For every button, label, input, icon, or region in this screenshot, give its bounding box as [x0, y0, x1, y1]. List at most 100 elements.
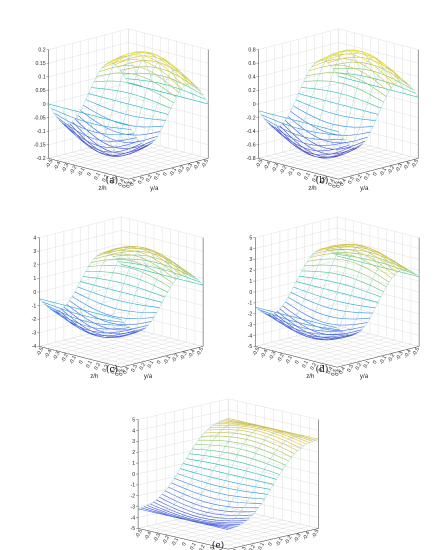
gridline-floor-z-8	[104, 342, 187, 364]
mesh-cross-8	[198, 431, 289, 524]
z-tick-label-1: 0.4	[216, 548, 225, 550]
mesh-cross-0	[258, 59, 339, 128]
gridline-floor-z-7	[312, 339, 395, 362]
gridline-floor-z-7	[96, 339, 179, 362]
gridline-floor-y-7	[63, 339, 146, 362]
mesh-cross-10	[107, 262, 190, 336]
mesh-cross-0	[48, 62, 129, 125]
w-tick-label-8: -0.2	[37, 156, 46, 162]
gridline-floor-z-5	[88, 147, 169, 169]
y-tick-label-7: 0.2	[355, 174, 364, 183]
y-tick-label-2: -0.3	[395, 163, 405, 174]
gridline-floor-z-6	[96, 149, 177, 172]
surface-flap	[294, 282, 377, 304]
gridline-floor-z-8	[322, 154, 403, 176]
w-tick-label-9: -4	[248, 333, 253, 339]
z-tick-label-0: 0.5	[335, 180, 344, 189]
mesh-cross-12	[338, 80, 419, 149]
surface-flap	[86, 94, 167, 116]
y-tick-label-2: -0.3	[395, 351, 405, 362]
y-tick-label-6: 0.1	[147, 360, 156, 369]
w-tick-label-4: 0	[253, 102, 256, 108]
mesh-cross-6	[298, 50, 379, 158]
gridline-floor-y-6	[174, 519, 265, 542]
gridline-floor-z-8	[112, 154, 193, 176]
z-tick-label-7: -0.2	[276, 353, 286, 364]
w-tick-label-1: 4	[249, 246, 252, 252]
panel-caption: (c)	[106, 364, 118, 375]
y-tick-label-9: 0.4	[338, 366, 347, 375]
z-tick-label-0: 0.5	[334, 368, 343, 377]
mesh-cross-4	[168, 424, 259, 517]
y-tick-label-2: -0.3	[293, 533, 303, 544]
gridline-floor-z-8	[210, 524, 301, 546]
y-tick-label-5: 0	[372, 172, 379, 177]
floor-axis-line	[48, 158, 209, 180]
gridline-floor-y-6	[72, 337, 155, 360]
z-tick-label-9: -0.4	[263, 161, 273, 172]
z-tick-label-8: -0.3	[271, 163, 281, 174]
y-tick-label-8: 0.3	[346, 364, 355, 373]
floor-axis-line	[258, 158, 419, 180]
w-tick-label-0: 4	[33, 235, 36, 241]
y-tick-label-2: -0.3	[179, 351, 189, 362]
y-tick-label-5: 0	[372, 360, 379, 365]
gridline-floor-y-8	[64, 154, 145, 176]
y-tick-label-9: 0.4	[230, 548, 239, 550]
z-tick-label-1: 0.4	[327, 178, 336, 187]
w-tick-label-7: -2	[248, 312, 253, 318]
y-tick-label-1: -0.4	[403, 349, 413, 360]
w-tick-label-0: 5	[132, 417, 135, 423]
surface-plot-b: 0.80.60.40.20-0.2-0.4-0.6-0.8 -0.5-0.4-0.…	[247, 28, 420, 192]
y-axis-label: y/a	[360, 373, 369, 380]
z-tick-label-10: -0.5	[45, 158, 55, 169]
w-tick-label-4: 1	[249, 279, 252, 285]
mesh-line-5	[324, 52, 406, 83]
mesh-cross-2	[153, 421, 244, 513]
z-tick-label-5: 0	[78, 360, 85, 365]
y-tick-label-7: 0.2	[248, 544, 257, 550]
gridline-floor-z-9	[112, 344, 195, 366]
mesh-cross-12	[228, 438, 319, 530]
gridline-floor-y-7	[72, 151, 153, 174]
y-tick-label-3: -0.2	[284, 535, 294, 546]
mesh-cross-2	[268, 245, 352, 325]
z-tick-label-2: 0.3	[109, 176, 118, 185]
z-tick-label-8: -0.3	[268, 351, 278, 362]
gridline-floor-y-7	[165, 521, 256, 544]
floor-axis-line	[39, 346, 204, 368]
z-tick-label-6: -0.1	[287, 167, 297, 178]
mesh-line-16	[77, 286, 160, 308]
w-tick-label-5: -1	[32, 303, 37, 309]
z-tick-label-10: -0.5	[134, 528, 144, 539]
z-tick-label-9: -0.4	[260, 349, 270, 360]
y-tick-label-6: 0.1	[363, 360, 372, 369]
z-tick-label-7: -0.2	[162, 535, 172, 546]
w-tick-label-9: -4	[130, 515, 135, 521]
z-tick-label-7: -0.2	[279, 165, 289, 176]
gridline-floor-y-6	[80, 149, 161, 172]
y-tick-label-10: 0.5	[121, 180, 130, 189]
surface-mesh	[39, 245, 204, 339]
w-tick-label-0: 5	[249, 235, 252, 241]
w-tick-label-3: 2	[249, 268, 252, 274]
w-tick-label-0: 0.8	[248, 47, 255, 53]
surface-mesh	[138, 418, 319, 530]
w-tick-label-1: 0.6	[248, 61, 255, 67]
z-tick-label-9: -0.4	[44, 349, 54, 360]
gridline-floor-y-8	[271, 342, 354, 364]
w-tick-label-1: 4	[132, 428, 135, 434]
z-tick-label-2: 0.3	[319, 176, 328, 185]
gridline-floor-z-7	[314, 151, 395, 174]
y-tick-label-3: -0.2	[171, 353, 181, 364]
gridline-floor-z-6	[306, 149, 387, 172]
mesh-cross-8	[309, 250, 393, 341]
z-tick-label-3: 0.2	[311, 174, 320, 183]
w-tick-label-4: 0	[33, 290, 36, 296]
y-axis-label: y/a	[360, 185, 369, 192]
y-tick-label-3: -0.2	[387, 353, 397, 364]
gridline-floor-z-9	[330, 156, 411, 178]
z-tick-label-4: 0.1	[93, 172, 102, 181]
w-tick-label-6: -1	[130, 483, 135, 489]
z-tick-label-6: -0.1	[77, 167, 87, 178]
